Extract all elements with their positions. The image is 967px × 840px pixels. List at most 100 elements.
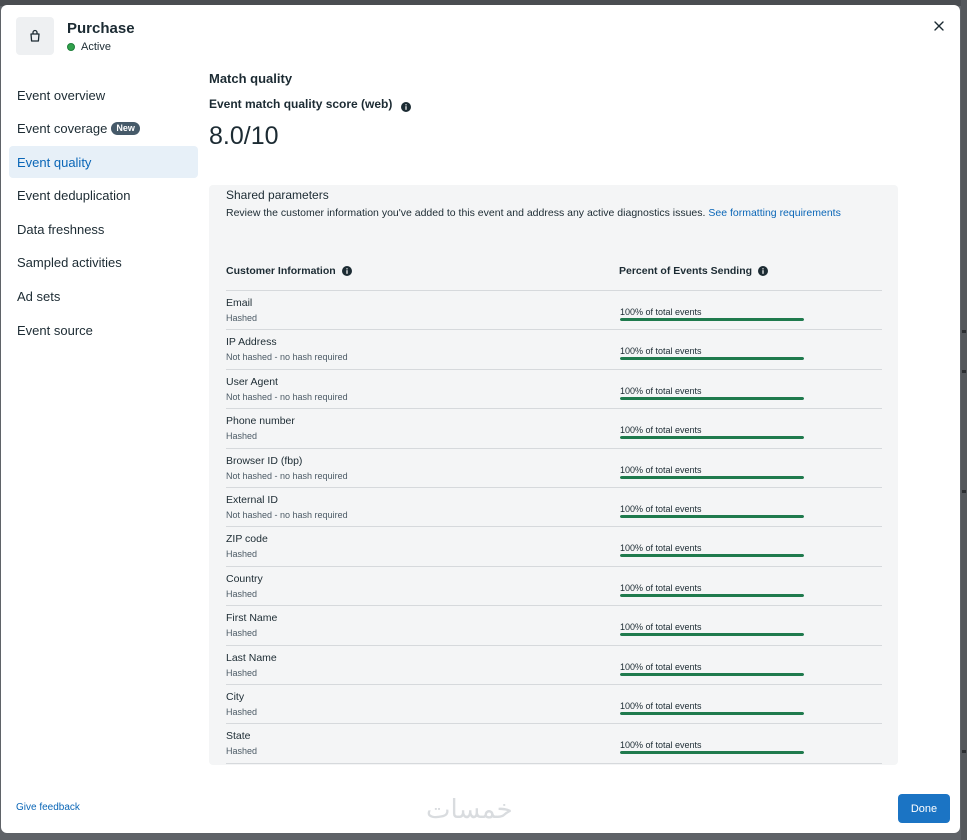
background-mark xyxy=(962,330,966,333)
progress-bar xyxy=(620,593,804,597)
progress-bar xyxy=(620,751,804,755)
sidebar-item-label: Ad sets xyxy=(17,289,61,305)
background-mark xyxy=(962,750,966,753)
progress-bar xyxy=(620,396,804,400)
progress-bar xyxy=(620,514,804,518)
info-icon[interactable] xyxy=(401,99,412,112)
parameter-name: Browser ID (fbp) xyxy=(226,454,303,467)
hash-status: Hashed xyxy=(226,313,258,323)
parameter-name: User Agent xyxy=(226,375,278,388)
table-row: City Hashed 100% of total events xyxy=(226,685,882,725)
shared-parameters-panel: Shared parameters Review the customer in… xyxy=(209,185,898,765)
hash-status: Hashed xyxy=(226,706,258,717)
hash-status: Hashed xyxy=(226,549,258,560)
progress-fill xyxy=(620,751,804,755)
sidebar-item-label: Event deduplication xyxy=(17,188,131,204)
table-row: IP Address Not hashed - no hash required 1… xyxy=(226,330,882,370)
progress-bar xyxy=(620,672,804,676)
table-row: User Agent Not hashed - no hash required 1… xyxy=(226,370,882,410)
progress-bar xyxy=(620,633,804,637)
progress-fill xyxy=(620,318,804,321)
sidebar-nav: Event overview Event coverage New Event … xyxy=(9,79,198,348)
status-active-dot xyxy=(67,42,75,51)
parameter-name: ZIP code xyxy=(226,533,268,546)
sidebar-item-event-overview[interactable]: Event overview xyxy=(9,79,198,111)
table-row: Browser ID (fbp) Not hashed - no hash req… xyxy=(226,449,882,488)
background-page-edge xyxy=(961,0,967,840)
table-row: Email Hashed 100% of total events xyxy=(226,291,882,331)
table-row: Last Name Hashed 100% of total events xyxy=(226,646,882,685)
hash-status: Hashed xyxy=(226,588,258,599)
percent-text: 100% of total events xyxy=(620,464,702,475)
parameter-name: City xyxy=(226,690,245,703)
hash-status: Not hashed - no hash required xyxy=(226,470,348,481)
close-button[interactable] xyxy=(932,19,946,33)
progress-bar xyxy=(620,318,804,321)
percent-text: 100% of total events xyxy=(620,385,702,396)
table-row: External ID Not hashed - no hash required… xyxy=(226,488,882,528)
table-row: Phone number Hashed 100% of total events xyxy=(226,409,882,449)
shopping-bag-icon xyxy=(16,17,54,55)
close-icon xyxy=(934,21,944,31)
percent-text: 100% of total events xyxy=(620,661,702,672)
progress-fill xyxy=(620,396,804,400)
event-title: Purchase xyxy=(67,19,135,37)
progress-bar xyxy=(620,475,804,479)
parameter-name: Country xyxy=(226,572,263,585)
new-badge: New xyxy=(111,122,140,136)
progress-fill xyxy=(620,711,804,715)
progress-fill xyxy=(620,672,804,676)
percent-text: 100% of total events xyxy=(620,700,702,711)
percent-text: 100% of total events xyxy=(620,543,702,554)
sidebar-item-event-deduplication[interactable]: Event deduplication xyxy=(9,180,198,212)
info-icon[interactable] xyxy=(758,266,769,276)
hash-status: Hashed xyxy=(226,746,258,757)
give-feedback-link[interactable]: Give feedback xyxy=(16,802,80,813)
sidebar-item-label: Event overview xyxy=(17,87,106,103)
table-row: ZIP code Hashed 100% of total events xyxy=(226,527,882,567)
hash-status: Not hashed - no hash required xyxy=(226,509,348,520)
sidebar-item-event-source[interactable]: Event source xyxy=(9,314,198,346)
column-header-percent-of-events: Percent of Events Sending xyxy=(619,265,753,277)
percent-text: 100% of total events xyxy=(620,582,702,593)
sidebar-item-event-coverage[interactable]: Event coverage New xyxy=(9,113,198,145)
percent-text: 100% of total events xyxy=(620,425,702,436)
done-button[interactable]: Done xyxy=(898,794,950,823)
event-details-dialog: Purchase Active Event overview Event cov… xyxy=(1,5,960,833)
parameter-name: Email xyxy=(226,297,253,309)
hash-status: Hashed xyxy=(226,431,258,442)
sidebar-item-event-quality[interactable]: Event quality xyxy=(9,146,198,179)
progress-bar xyxy=(620,357,804,361)
table-row: Country Hashed 100% of total events xyxy=(226,567,882,607)
sidebar-item-sampled-activities[interactable]: Sampled activities xyxy=(9,247,198,279)
progress-fill xyxy=(620,633,804,637)
dialog-header: Purchase Active xyxy=(16,17,135,55)
panel-description: Review the customer information you've a… xyxy=(226,205,866,221)
percent-text: 100% of total events xyxy=(620,346,702,357)
background-mark xyxy=(962,370,966,373)
sidebar-item-label: Data freshness xyxy=(17,221,105,237)
status-label: Active xyxy=(81,40,111,53)
percent-text: 100% of total events xyxy=(620,622,702,633)
sidebar-item-ad-sets[interactable]: Ad sets xyxy=(9,281,198,313)
info-icon[interactable] xyxy=(341,266,352,276)
sidebar-item-label: Event source xyxy=(17,322,93,338)
table-body: Email Hashed 100% of total events IP Addres… xyxy=(226,291,882,764)
table-row: State Hashed 100% of total events xyxy=(226,724,882,764)
sidebar-item-label: Event quality xyxy=(17,154,92,170)
progress-fill xyxy=(620,357,804,361)
formatting-requirements-link[interactable]: See formatting requirements xyxy=(708,207,841,219)
watermark: خمسات xyxy=(426,795,513,825)
sidebar-item-data-freshness[interactable]: Data freshness xyxy=(9,213,198,245)
match-quality-score: 8.0/10 xyxy=(209,122,279,150)
parameter-name: External ID xyxy=(226,493,278,506)
progress-fill xyxy=(620,593,804,597)
hash-status: Not hashed - no hash required xyxy=(226,352,348,363)
progress-fill xyxy=(620,436,804,440)
customer-info-table: Customer Information Percent of Events S… xyxy=(226,263,882,764)
percent-text: 100% of total events xyxy=(620,740,702,751)
column-header-customer-information: Customer Information xyxy=(226,265,336,277)
parameter-name: Phone number xyxy=(226,415,295,428)
progress-fill xyxy=(620,475,804,479)
hash-status: Hashed xyxy=(226,667,258,678)
